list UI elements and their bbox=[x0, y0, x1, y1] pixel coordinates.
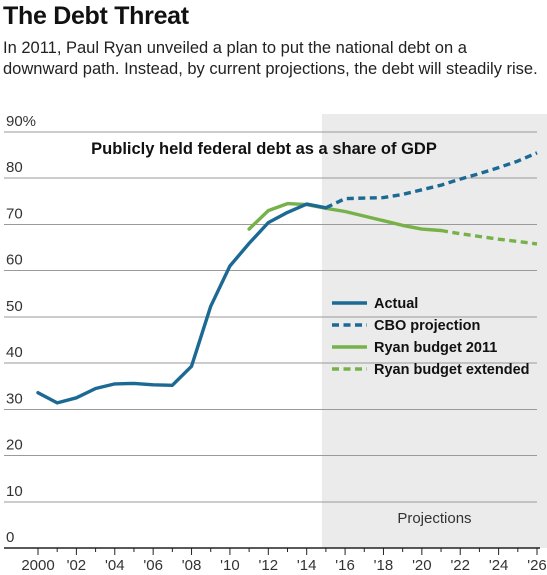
x-tick-label: '04 bbox=[105, 557, 125, 574]
gridlines bbox=[4, 131, 537, 503]
x-tick-label: '14 bbox=[297, 557, 317, 574]
series-lines bbox=[36, 151, 538, 405]
chart-title: Publicly held federal debt as a share of… bbox=[91, 140, 437, 158]
x-tick-label: '18 bbox=[374, 557, 394, 574]
x-tick-label: '10 bbox=[220, 557, 240, 574]
projections-shade bbox=[321, 114, 547, 548]
x-tick-label: '22 bbox=[450, 557, 470, 574]
x-tick-label: '12 bbox=[259, 557, 279, 574]
x-tick-label: '24 bbox=[489, 557, 509, 574]
x-tick-label: '26 bbox=[527, 557, 547, 574]
y-tick-label: 50 bbox=[6, 298, 23, 315]
legend-label: Ryan budget extended bbox=[374, 362, 530, 378]
y-tick-label: 60 bbox=[6, 252, 23, 269]
x-tick-label: '20 bbox=[412, 557, 432, 574]
legend: Actual CBO projection Ryan budget 2011 Ryan… bbox=[332, 296, 530, 378]
series-line-cbo-projection bbox=[325, 151, 538, 210]
headline: The Debt Threat bbox=[3, 2, 189, 30]
legend-label: Actual bbox=[374, 296, 418, 312]
projections-label: Projections bbox=[397, 510, 471, 527]
y-tick-label: 10 bbox=[6, 483, 23, 500]
y-tick-label: 30 bbox=[6, 390, 23, 407]
y-tick-label: 80 bbox=[6, 159, 23, 176]
y-tick-label: 20 bbox=[6, 437, 23, 454]
x-tick-label: '16 bbox=[335, 557, 355, 574]
legend-label: CBO projection bbox=[374, 318, 480, 334]
series-line-actual bbox=[36, 202, 328, 405]
x-tick-label: '08 bbox=[182, 557, 202, 574]
series-line-ryan-budget-extended bbox=[440, 228, 538, 246]
x-tick-label: 2000 bbox=[21, 557, 54, 574]
legend-label: Ryan budget 2011 bbox=[374, 340, 497, 356]
series-line-ryan-budget-2011 bbox=[247, 201, 443, 233]
y-tick-label: 90% bbox=[6, 113, 36, 130]
x-tick-label: '06 bbox=[143, 557, 163, 574]
y-tick-label: 0 bbox=[6, 529, 14, 546]
x-axis-ticks bbox=[37, 548, 538, 555]
dek: In 2011, Paul Ryan unveiled a plan to pu… bbox=[3, 39, 538, 78]
x-axis-labels: 2000 '02 '04 '06 '08 '10 '12 '14 '16 '18 '20 '22 '24… bbox=[21, 557, 546, 574]
x-tick-label: '02 bbox=[67, 557, 87, 574]
y-tick-label: 70 bbox=[6, 205, 23, 222]
y-axis-labels: 0 10 20 30 40 50 60 70 80 90% bbox=[6, 113, 36, 546]
y-tick-label: 40 bbox=[6, 344, 23, 361]
